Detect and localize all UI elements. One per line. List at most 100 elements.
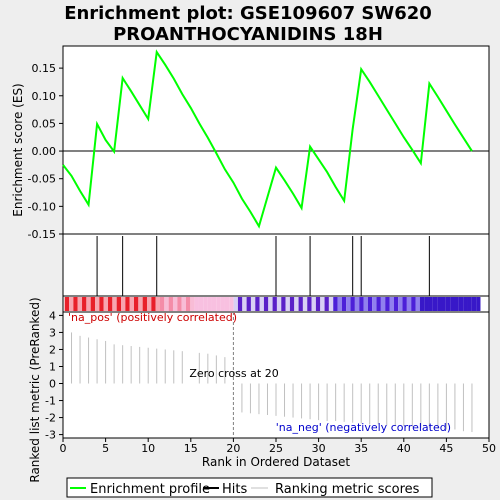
metric-bars [71,332,473,433]
color-bar-segment [389,297,394,311]
x-tick-label: 45 [439,442,453,455]
color-bar-segment [380,297,386,311]
x-tick-label: 40 [397,442,411,455]
color-bar-segment [116,297,122,311]
color-bar-segment [411,297,416,311]
color-bar-segment [294,297,299,311]
color-bar-segment [220,297,225,311]
x-tick-label: 0 [60,442,67,455]
color-bar-segment [302,297,308,311]
color-bar-segment [224,297,230,311]
color-bar-segment [108,297,113,311]
color-bar-segment [333,297,338,311]
color-bar-segment [134,297,139,311]
color-bar-segment [359,297,364,311]
color-bar-segment [298,297,303,311]
color-bar-segment [402,297,407,311]
metric-y-tick-label: 3 [49,326,56,339]
x-axis-label: Rank in Ordered Dataset [202,455,350,469]
zero-cross-label: Zero cross at 20 [189,367,278,380]
x-tick-label: 50 [482,442,496,455]
color-bar-segment [428,297,433,311]
color-bar-segment [250,297,256,311]
color-bar-segment [146,297,152,311]
color-bar-segment [289,297,295,311]
color-bar-segment [203,297,208,311]
color-bar-segment [181,297,186,311]
metric-y-tick-label: 1 [49,360,56,373]
metric-panel-frame [62,311,490,439]
x-tick-label: 30 [312,442,326,455]
x-tick-label: 20 [226,442,240,455]
x-tick-label: 35 [354,442,368,455]
color-bar-segment [476,297,481,311]
color-bar-segment [151,297,156,311]
color-bar-segment [64,297,70,311]
es-line-series [62,49,473,229]
color-bar-segment [155,297,160,311]
color-bar-segment [324,297,329,311]
color-bar-segment [406,297,412,311]
color-bar-segment [259,297,264,311]
color-bar-segment [263,297,269,311]
metric-y-tick-label: -2 [45,412,56,425]
color-bar-segment [95,297,100,311]
color-bar-segment [69,297,74,311]
es-panel-frame [62,45,490,235]
color-bar-segment [454,297,459,311]
color-bar-segment [424,297,429,311]
color-bar-segment [207,297,212,311]
color-bar-segment [255,297,260,311]
plot-title-line2: PROANTHOCYANIDINS 18H [113,24,383,45]
color-bar-segment [129,297,134,311]
color-bar-segment [328,297,334,311]
es-y-tick-label: -0.10 [28,200,56,213]
color-bar-segment [198,297,204,311]
color-bar-segment [77,297,83,311]
color-bar-segment [82,297,87,311]
rank-color-bar-segments [64,297,481,311]
color-bar-segment [363,297,368,311]
es-y-tick-label: 0.15 [32,62,57,75]
x-axis: 0 5 10 15 20 25 30 35 40 45 50 [60,438,496,455]
es-y-tick-label: -0.15 [28,228,56,241]
color-bar-segment [242,297,247,311]
color-bar-segment [350,297,355,311]
positive-correlation-label: 'na_pos' (positively correlated) [68,311,237,324]
color-bar-segment [441,297,446,311]
metric-y-tick-label: -3 [45,429,56,442]
color-bar-segment [268,297,273,311]
color-bar-segment [276,297,282,311]
color-bar-segment [211,297,217,311]
color-bar-segment [385,297,390,311]
color-bar-segment [463,297,468,311]
color-bar-segment [142,297,147,311]
color-bar-segment [458,297,464,311]
negative-correlation-label: 'na_neg' (negatively correlated) [276,421,451,434]
color-bar-segment [216,297,221,311]
plot-title-line1: Enrichment plot: GSE109607 SW620 [64,3,432,24]
color-bar-segment [73,297,78,311]
color-bar-segment [341,297,347,311]
color-bar-segment [471,297,477,311]
color-bar-segment [372,297,377,311]
color-bar-segment [159,297,165,311]
color-bar-segment [467,297,472,311]
color-bar-segment [320,297,325,311]
color-bar-segment [164,297,169,311]
color-bar-segment [315,297,321,311]
color-bar-segment [125,297,130,311]
color-bar-segment [246,297,251,311]
metric-y-tick-label: -1 [45,395,56,408]
color-bar-segment [393,297,399,311]
color-bar-segment [311,297,316,311]
color-bar-segment [229,297,234,311]
color-bar-segment [237,297,243,311]
color-bar-segment [398,297,403,311]
color-bar-segment [337,297,342,311]
color-bar-segment [168,297,173,311]
color-bar-segment [432,297,438,311]
x-tick-label: 5 [102,442,109,455]
color-bar-segment [437,297,442,311]
color-bar-segment [194,297,199,311]
